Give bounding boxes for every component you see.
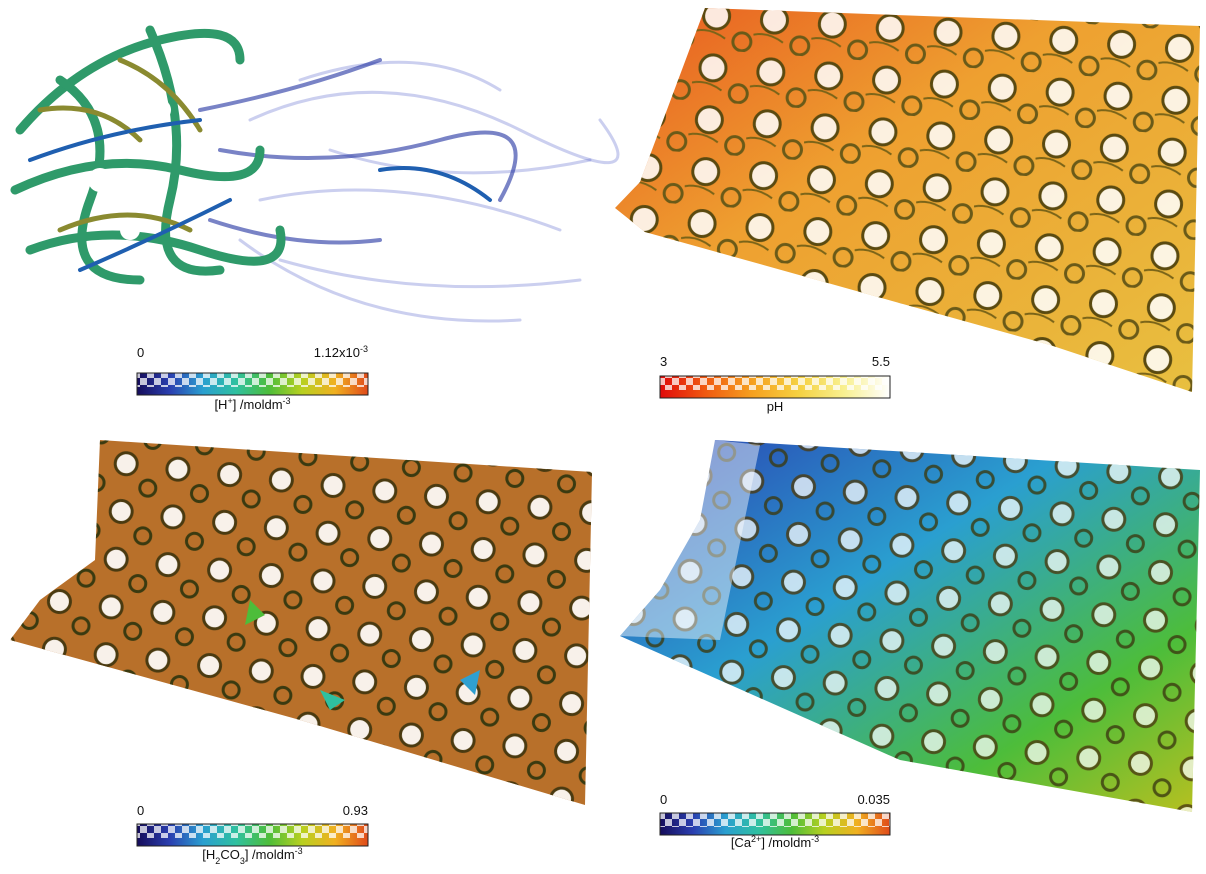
colorbar-checks (660, 813, 890, 827)
text-part: -3 (295, 846, 303, 856)
text-part: 5.5 (872, 354, 890, 369)
render-h-plus (15, 30, 618, 321)
text-part: 2+ (751, 834, 761, 844)
colorbar-checks (660, 376, 890, 390)
text-part: ] /moldm (761, 835, 811, 850)
colorbar-max-label: 1.12x10-3 (314, 344, 368, 360)
text-part: 0 (137, 803, 144, 818)
colorbar-min-label: 3 (660, 354, 667, 369)
text-part: 1.12x10 (314, 345, 360, 360)
text-part: 0.035 (857, 792, 890, 807)
text-part: -3 (360, 344, 368, 354)
colorbar-max-label: 5.5 (872, 354, 890, 369)
colorbar-checks (137, 373, 368, 387)
colorbar-checks (137, 824, 368, 838)
colorbar-max-label: 0.93 (343, 803, 368, 818)
colorbar-min-label: 0 (137, 803, 144, 818)
text-part: ] /moldm (233, 397, 283, 412)
render-ca (620, 440, 1200, 812)
colorbar-max-label: 0.035 (857, 792, 890, 807)
colorbar-caption: [Ca2+] /moldm-3 (731, 834, 819, 850)
text-part: [Ca (731, 835, 752, 850)
colorbar-caption: pH (767, 399, 784, 414)
colorbar-min-label: 0 (660, 792, 667, 807)
text-part: -3 (811, 834, 819, 844)
colorbar-caption: [H+] /moldm-3 (214, 396, 290, 412)
page: {"panels": [ {"min": [{"text": "0"}], "m… (0, 0, 1206, 874)
text-part: ] /moldm (245, 847, 295, 862)
text-part: pH (767, 399, 784, 414)
text-part: CO (220, 847, 240, 862)
text-part: 0.93 (343, 803, 368, 818)
text-part: 0 (660, 792, 667, 807)
text-part: 3 (660, 354, 667, 369)
text-part: -3 (283, 396, 291, 406)
render-h2co3 (10, 440, 592, 805)
text-part: 0 (137, 345, 144, 360)
text-part: [H (202, 847, 215, 862)
text-part: [H (214, 397, 227, 412)
render-ph (615, 8, 1200, 392)
figure: 01.12x10-3[H+] /moldm-335.5pH00.93[H2CO3… (0, 0, 1206, 874)
colorbar-caption: [H2CO3] /moldm-3 (202, 846, 302, 866)
colorbar-min-label: 0 (137, 345, 144, 360)
